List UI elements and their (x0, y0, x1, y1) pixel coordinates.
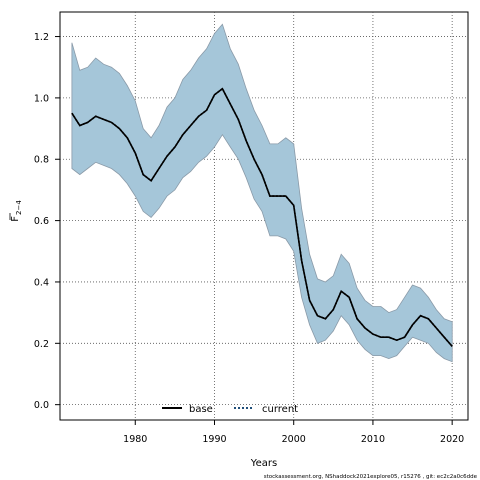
y-tick-label: 1.0 (34, 93, 49, 104)
x-axis-ticks: 1980 1990 2000 2010 2020 (123, 420, 464, 445)
y-tick-label: 0.2 (34, 339, 49, 350)
footer-caption: stockassessment.org, NShaddock2021explor… (264, 474, 478, 480)
y-axis-title-sub: 2−4 (15, 200, 23, 215)
x-axis-title: Years (250, 458, 277, 469)
series-line-base (71, 87, 453, 347)
y-tick-label: 1.2 (34, 32, 49, 43)
y-axis-title: F 2−4 (9, 200, 23, 222)
series-lines (71, 87, 453, 347)
confidence-band-area (71, 23, 453, 363)
x-tick-label: 2010 (361, 434, 385, 445)
y-tick-label: 0.6 (34, 216, 49, 227)
y-axis-ticks: 0.0 0.2 0.4 0.6 0.8 1.0 1.2 (34, 32, 60, 411)
x-tick-label: 2020 (440, 434, 464, 445)
y-tick-label: 0.8 (34, 155, 49, 166)
y-tick-label: 0.4 (34, 277, 49, 288)
y-tick-label: 0.0 (34, 400, 49, 411)
x-tick-label: 1990 (202, 434, 226, 445)
x-tick-label: 2000 (282, 434, 306, 445)
legend: base current (162, 404, 298, 415)
confidence-band (71, 23, 453, 363)
x-tick-label: 1980 (123, 434, 147, 445)
y-axis-title-main: F (10, 216, 21, 222)
legend-base-label: base (189, 404, 213, 415)
plot-frame (59, 11, 469, 421)
legend-current-label: current (262, 404, 298, 415)
